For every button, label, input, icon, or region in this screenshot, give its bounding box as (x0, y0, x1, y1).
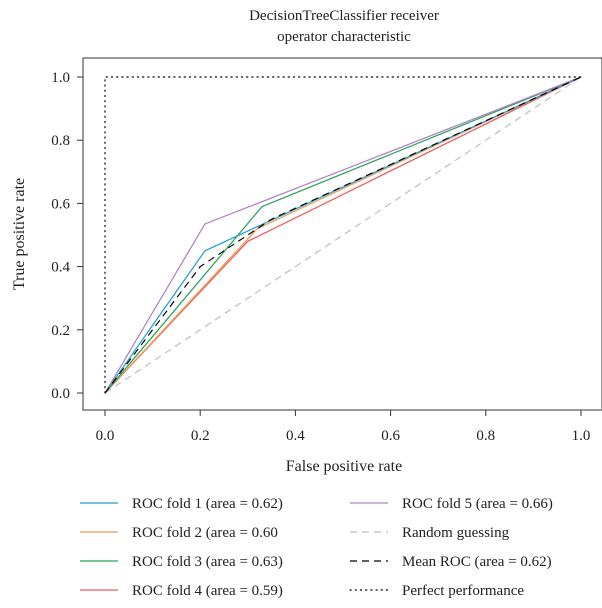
perfect-performance-legend-label: Perfect performance (402, 583, 524, 599)
y-axis-label: True positive rate (11, 178, 28, 290)
perfect-performance-line (104, 76, 582, 394)
random-guessing-line (104, 76, 582, 394)
x-tick-label-1: 0.2 (191, 428, 210, 444)
chart-title-line-1: DecisionTreeClassifier receiver (249, 8, 439, 24)
roc-fold-1-area-0-62-legend-item: ROC fold 1 (area = 0.62) (80, 496, 283, 512)
roc-fold-5-area-0-66-legend-label: ROC fold 5 (area = 0.66) (402, 496, 553, 512)
roc-fold-2-area-0-60-legend-item: ROC fold 2 (area = 0.60 (80, 525, 278, 541)
roc-fold-2-area-0-60-legend-label: ROC fold 2 (area = 0.60 (132, 525, 278, 541)
y-tick-label-3: 0.6 (51, 196, 70, 212)
roc-fold-1-area-0-62-legend-label: ROC fold 1 (area = 0.62) (132, 496, 283, 512)
plot-area-frame (82, 57, 602, 411)
roc-fold-4-area-0-59-legend-item: ROC fold 4 (area = 0.59) (80, 583, 283, 599)
perfect-performance-legend-item: Perfect performance (349, 583, 524, 599)
y-tick-label-2: 0.4 (51, 260, 70, 276)
y-tick-label-1: 0.2 (51, 323, 70, 339)
random-guessing-legend-label: Random guessing (402, 525, 510, 541)
roc-fold-3-area-0-63-legend-item: ROC fold 3 (area = 0.63) (80, 554, 283, 570)
y-tick-label-4: 0.8 (51, 133, 70, 149)
x-axis-label: False positive rate (286, 458, 402, 475)
roc-fold-5-area-0-66-line (104, 76, 582, 394)
mean-roc-area-0-62-legend-item: Mean ROC (area = 0.62) (350, 554, 552, 570)
series-layer (104, 76, 582, 394)
roc-fold-2-area-0-60-line (104, 76, 582, 394)
roc-fold-3-area-0-63-line (104, 76, 582, 394)
x-tick-label-3: 0.6 (381, 428, 400, 444)
random-guessing-legend-item: Random guessing (350, 525, 510, 541)
x-tick-label-0: 0.0 (96, 428, 115, 444)
x-tick-label-5: 1.0 (572, 428, 591, 444)
roc-fold-4-area-0-59-legend-label: ROC fold 4 (area = 0.59) (132, 583, 283, 599)
roc-fold-3-area-0-63-legend-label: ROC fold 3 (area = 0.63) (132, 554, 283, 570)
y-tick-label-5: 1.0 (51, 70, 70, 86)
x-tick-label-4: 0.8 (476, 428, 495, 444)
mean-roc-area-0-62-legend-label: Mean ROC (area = 0.62) (402, 554, 552, 570)
y-tick-label-0: 0.0 (51, 386, 70, 402)
y-axis-ticks: 0.0 0.2 0.4 0.6 0.8 1.0 (51, 70, 83, 402)
roc-fold-5-area-0-66-legend-item: ROC fold 5 (area = 0.66) (350, 496, 553, 512)
mean-roc-area-0-62-line (104, 76, 582, 394)
x-tick-label-2: 0.4 (286, 428, 305, 444)
chart-title-line-2: operator characteristic (277, 29, 411, 45)
x-axis-ticks: 0.0 0.2 0.4 0.6 0.8 1.0 (96, 410, 591, 444)
legend: ROC fold 1 (area = 0.62) ROC fold 2 (area… (80, 496, 553, 599)
